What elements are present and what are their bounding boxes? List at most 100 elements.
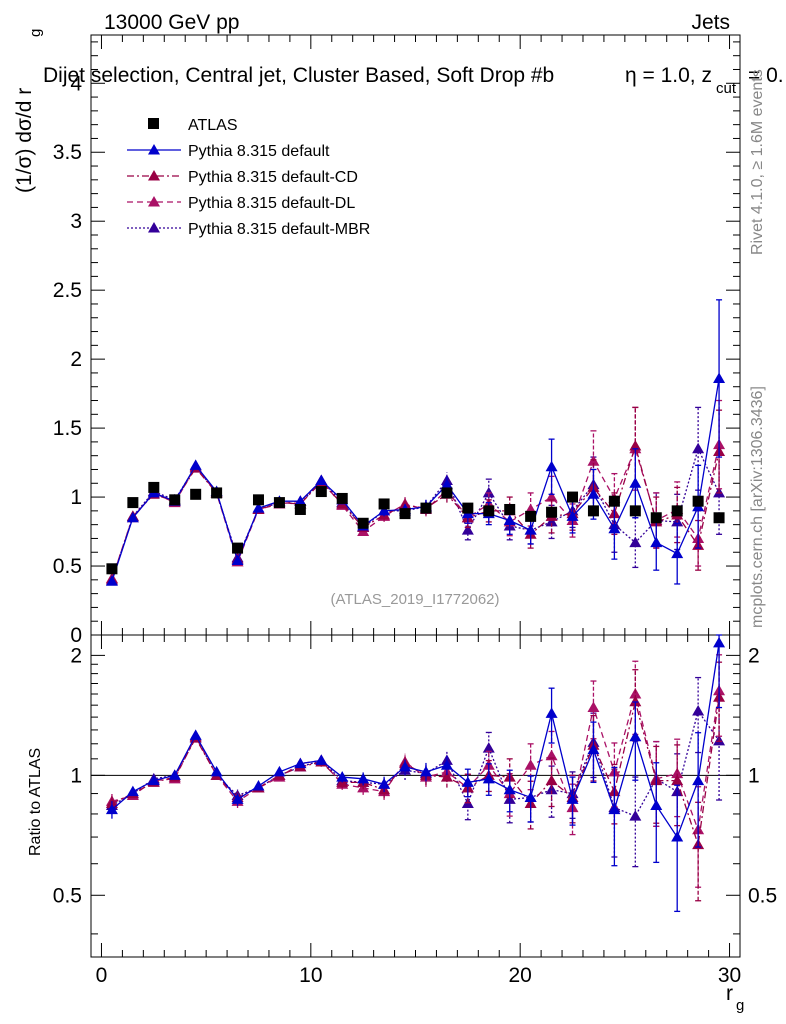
y-main-tick-label: 1 — [70, 486, 82, 509]
atlas-marker — [441, 487, 453, 499]
legend-label-dl: Pythia 8.315 default-DL — [188, 195, 355, 212]
legend-marker-dl — [148, 196, 160, 207]
marker-default — [315, 474, 328, 486]
marker-default — [524, 791, 537, 802]
y-ratio-tick-label-right: 2 — [748, 644, 760, 667]
marker-cd — [440, 771, 453, 782]
main-series — [105, 299, 726, 586]
zcut-value: = 0. — [748, 64, 784, 87]
marker-default — [545, 707, 558, 718]
marker-default — [294, 757, 307, 769]
ratio-panel-frame — [90, 634, 741, 958]
marker-default — [503, 514, 516, 526]
y-main-zero-label: 0 — [70, 624, 82, 647]
marker-default — [566, 793, 579, 804]
atlas-marker — [692, 495, 704, 507]
marker-default — [189, 459, 202, 470]
series-line-cd — [111, 697, 720, 845]
energy-label: 13000 GeV pp — [104, 11, 239, 34]
marker-mbr — [629, 536, 642, 548]
marker-dl — [629, 687, 642, 699]
series-line-default — [111, 378, 720, 582]
rivet-label: Rivet 4.1.0, ≥ 1.6M events — [749, 69, 766, 255]
marker-dl — [587, 701, 600, 712]
marker-default — [105, 575, 118, 586]
x-tick-label: 10 — [299, 964, 322, 987]
legend-label-cd: Pythia 8.315 default-CD — [188, 169, 358, 186]
marker-default — [545, 460, 558, 472]
marker-default — [440, 478, 453, 490]
marker-mbr — [482, 486, 495, 498]
atlas-marker — [525, 510, 537, 522]
atlas-marker — [378, 498, 390, 510]
atlas-marker — [106, 563, 118, 575]
marker-default — [440, 759, 453, 770]
marker-default — [692, 774, 705, 786]
x-tick-label: 0 — [96, 964, 108, 987]
atlas-marker — [190, 488, 202, 500]
y-main-text: (1/σ) dσ/d r — [13, 88, 36, 193]
legend-label-mbr: Pythia 8.315 default-MBR — [188, 221, 370, 238]
atlas-marker — [148, 481, 160, 493]
tick-labels: 0 10 20 30 0.5 1 1.5 2 2.5 3 3.5 4 0 0.5 0.5 1 1 2 2 — [53, 72, 777, 987]
marker-mbr — [461, 524, 474, 535]
marker-default — [629, 730, 642, 742]
y-main-tick-label: 0.5 — [53, 555, 82, 578]
marker-default — [231, 793, 244, 804]
marker-default — [357, 772, 370, 784]
series-line-dl — [111, 444, 720, 579]
marker-default — [713, 636, 726, 648]
marker-default — [419, 765, 432, 777]
marker-mbr — [482, 742, 495, 753]
atlas-marker — [671, 505, 683, 517]
y-main-subscript: g — [27, 29, 44, 37]
y-main-tick-label: 2.5 — [53, 279, 82, 302]
atlas-marker — [420, 502, 432, 514]
series-line-mbr — [111, 709, 720, 817]
legend-marker-atlas — [148, 118, 159, 129]
atlas-marker — [211, 487, 223, 499]
y-ratio-tick-label: 1 — [70, 764, 82, 787]
y-main-tick-label: 3.5 — [53, 141, 82, 164]
marker-cd — [545, 774, 558, 786]
eta-text: η = 1.0, z — [625, 64, 712, 87]
marker-cd — [629, 695, 642, 707]
marker-default — [126, 511, 139, 523]
atlas-marker — [483, 505, 495, 517]
selection-text: Dijet selection, Central jet, Cluster Ba… — [43, 64, 554, 87]
y-ratio-tick-label-right: 1 — [748, 764, 760, 787]
legend: ATLAS Pythia 8.315 default Pythia 8.315 de… — [127, 117, 370, 238]
y-main-tick-label: 2 — [70, 348, 82, 371]
atlas-marker — [587, 505, 599, 517]
atlas-marker — [567, 491, 579, 503]
zcut-subscript: cut — [716, 80, 737, 97]
marker-default — [608, 522, 621, 534]
marker-cd — [629, 440, 642, 451]
marker-default — [587, 488, 600, 499]
marker-mbr — [692, 705, 705, 716]
legend-label-atlas: ATLAS — [188, 117, 238, 134]
series-line-default — [111, 642, 720, 839]
legend-marker-mbr — [148, 222, 160, 233]
marker-default — [231, 554, 244, 566]
series-line-cd — [111, 443, 720, 581]
y-axis-ratio-label: Ratio to ATLAS — [27, 748, 44, 856]
marker-default — [168, 769, 181, 780]
atlas-marker — [357, 517, 369, 529]
atlas-points — [106, 481, 725, 575]
x-tick-label: 20 — [508, 964, 531, 987]
mcplots-label: mcplots.cern.ch [arXiv:1306.3436] — [749, 386, 766, 628]
marker-mbr — [692, 442, 705, 454]
legend-label-default: Pythia 8.315 default — [188, 143, 330, 160]
marker-default — [587, 743, 600, 755]
atlas-marker — [127, 497, 139, 509]
atlas-marker — [546, 506, 558, 518]
marker-default — [336, 771, 349, 782]
marker-default — [294, 495, 307, 506]
marker-default — [252, 502, 265, 513]
atlas-marker — [336, 492, 348, 504]
legend-marker-cd — [148, 170, 160, 181]
atlas-marker — [608, 495, 620, 507]
marker-default — [315, 754, 328, 765]
